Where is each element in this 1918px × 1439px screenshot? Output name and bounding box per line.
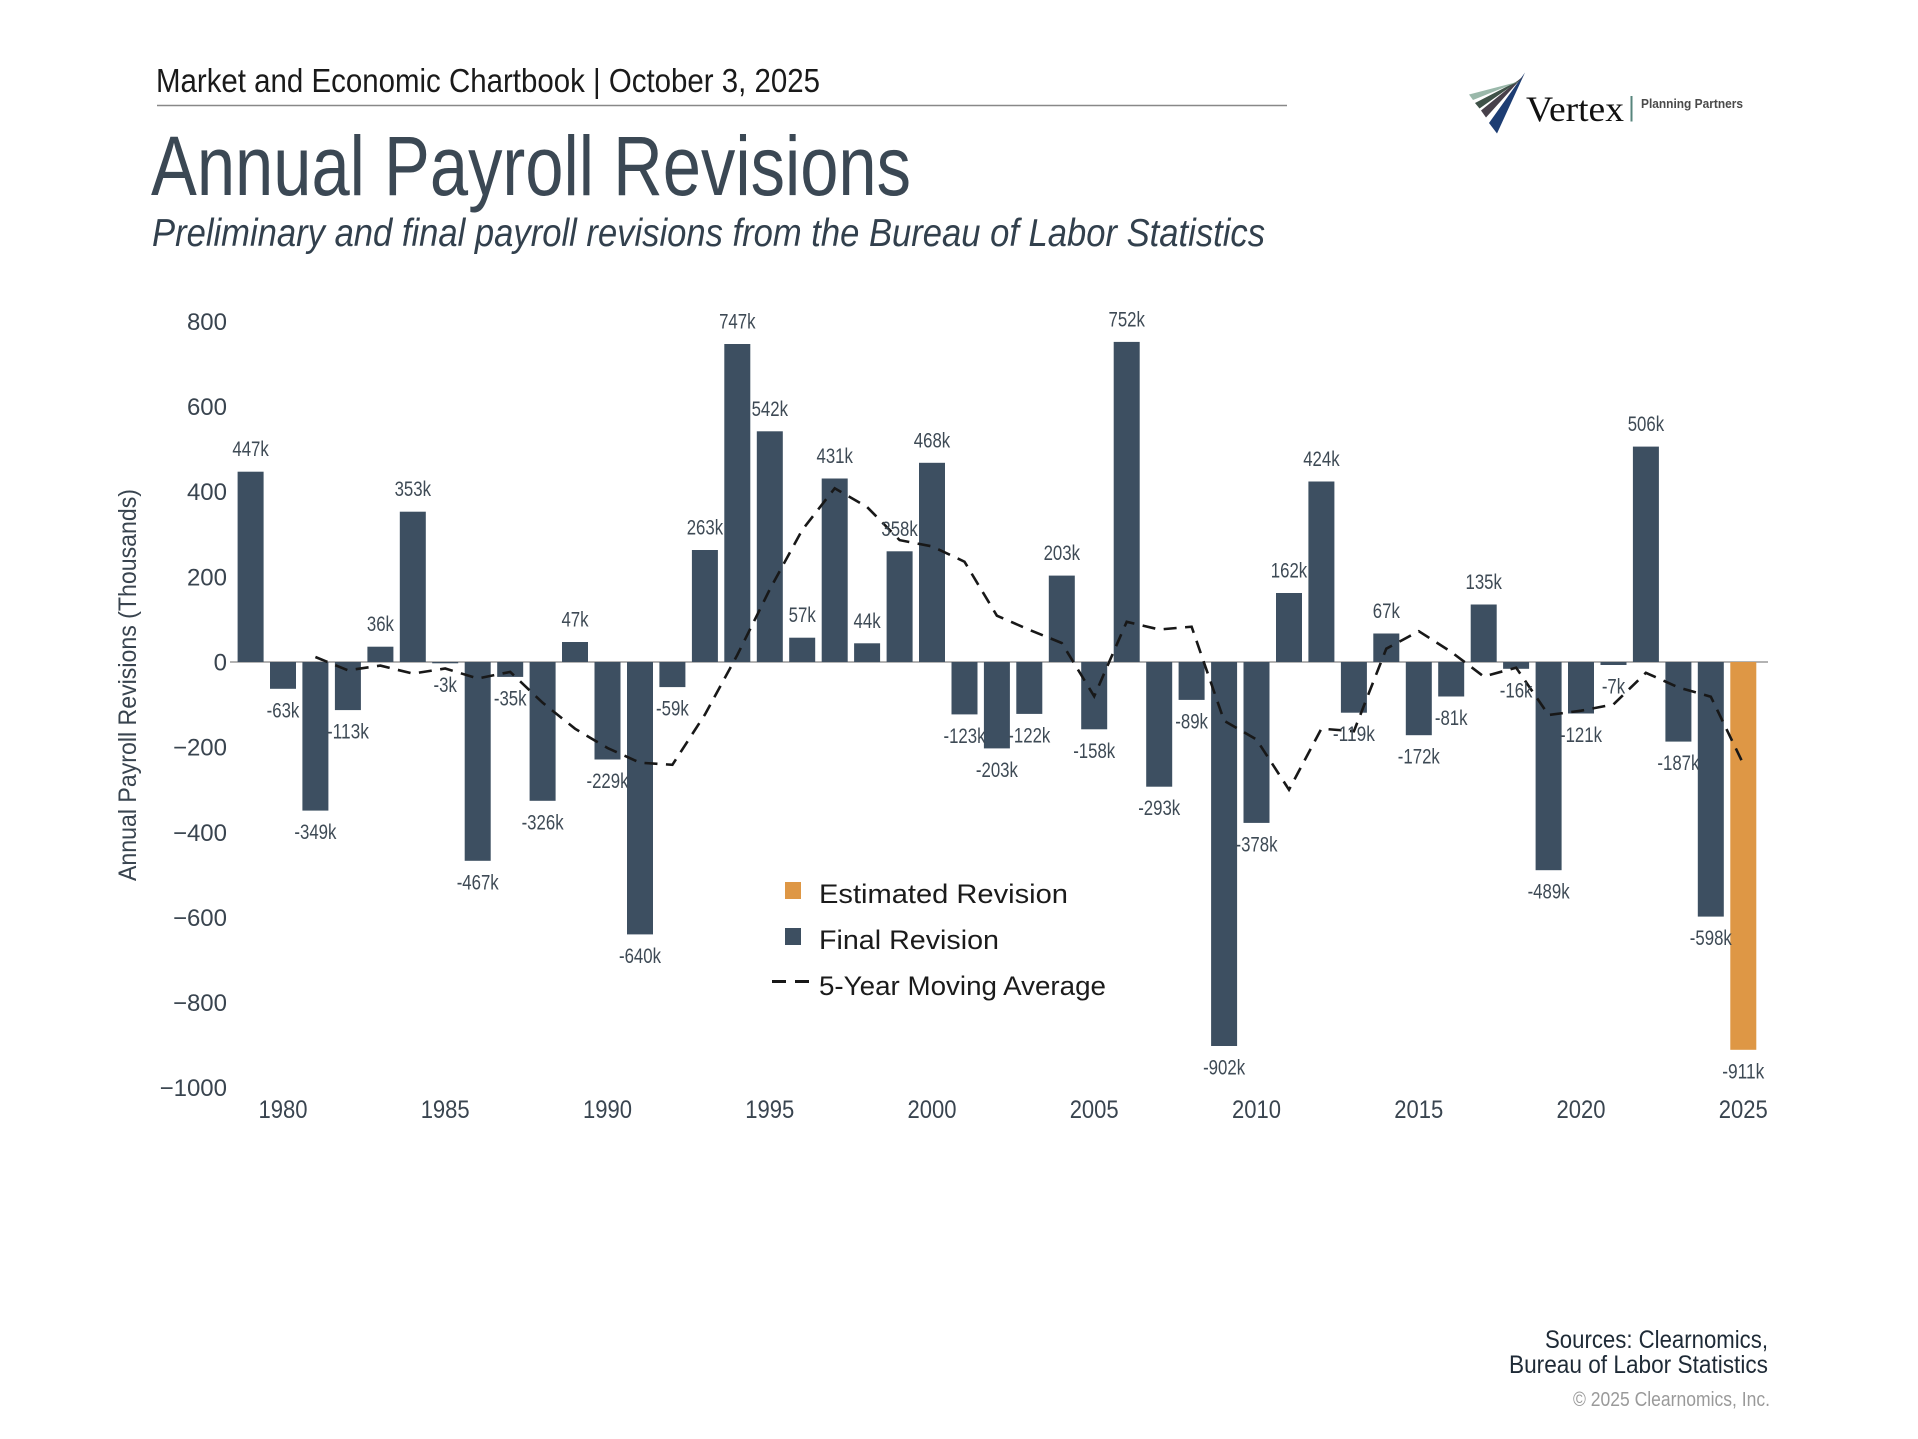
svg-text:162k: 162k xyxy=(1271,560,1308,583)
svg-text:2010: 2010 xyxy=(1232,1096,1281,1124)
svg-text:424k: 424k xyxy=(1303,448,1340,471)
svg-text:-203k: -203k xyxy=(976,759,1018,782)
svg-text:-122k: -122k xyxy=(1008,724,1050,747)
svg-text:−800: −800 xyxy=(173,990,227,1017)
svg-text:-640k: -640k xyxy=(619,945,661,968)
svg-text:-902k: -902k xyxy=(1203,1057,1245,1080)
svg-text:−200: −200 xyxy=(173,735,227,762)
svg-text:-16k: -16k xyxy=(1500,679,1533,702)
svg-text:0: 0 xyxy=(214,650,227,677)
svg-text:263k: 263k xyxy=(687,517,724,540)
svg-text:358k: 358k xyxy=(881,518,918,541)
svg-text:-3k: -3k xyxy=(434,674,458,697)
svg-text:-229k: -229k xyxy=(587,770,629,793)
svg-text:Bureau of Labor Statistics: Bureau of Labor Statistics xyxy=(1509,1351,1768,1379)
svg-text:67k: 67k xyxy=(1373,600,1400,623)
svg-text:-911k: -911k xyxy=(1722,1060,1764,1083)
svg-text:2005: 2005 xyxy=(1070,1096,1119,1124)
svg-text:600: 600 xyxy=(187,394,227,421)
svg-text:800: 800 xyxy=(187,309,227,336)
svg-text:−400: −400 xyxy=(173,820,227,847)
svg-text:Preliminary and final payroll: Preliminary and final payroll revisions … xyxy=(152,212,1265,255)
svg-text:747k: 747k xyxy=(719,311,756,334)
svg-text:-187k: -187k xyxy=(1657,752,1699,775)
svg-text:-467k: -467k xyxy=(457,871,499,894)
svg-text:Sources: Clearnomics,: Sources: Clearnomics, xyxy=(1545,1326,1768,1354)
svg-text:-378k: -378k xyxy=(1236,833,1278,856)
svg-text:-121k: -121k xyxy=(1560,724,1602,747)
svg-text:752k: 752k xyxy=(1109,308,1146,331)
svg-text:Final Revision: Final Revision xyxy=(819,925,999,955)
svg-text:-158k: -158k xyxy=(1073,740,1115,763)
svg-text:57k: 57k xyxy=(789,604,816,627)
svg-text:Annual Payroll Revisions (Thou: Annual Payroll Revisions (Thousands) xyxy=(114,489,142,881)
svg-text:200: 200 xyxy=(187,564,227,591)
svg-text:1985: 1985 xyxy=(421,1096,470,1124)
svg-text:-172k: -172k xyxy=(1398,746,1440,769)
svg-text:Vertex: Vertex xyxy=(1526,89,1624,129)
svg-text:-89k: -89k xyxy=(1175,710,1208,733)
svg-text:Market and Economic Chartbook: Market and Economic Chartbook | October … xyxy=(156,62,820,99)
svg-text:1995: 1995 xyxy=(745,1096,794,1124)
svg-text:-326k: -326k xyxy=(522,811,564,834)
svg-text:2025: 2025 xyxy=(1719,1096,1768,1124)
svg-text:-349k: -349k xyxy=(294,821,336,844)
svg-text:542k: 542k xyxy=(752,398,789,421)
svg-text:Planning Partners: Planning Partners xyxy=(1641,96,1743,111)
svg-text:-293k: -293k xyxy=(1138,797,1180,820)
svg-text:47k: 47k xyxy=(561,609,588,632)
svg-text:431k: 431k xyxy=(817,445,854,468)
svg-text:1980: 1980 xyxy=(259,1096,308,1124)
svg-text:2015: 2015 xyxy=(1394,1096,1443,1124)
svg-text:506k: 506k xyxy=(1628,413,1665,436)
svg-text:2020: 2020 xyxy=(1557,1096,1606,1124)
svg-text:203k: 203k xyxy=(1044,542,1081,565)
svg-text:© 2025 Clearnomics, Inc.: © 2025 Clearnomics, Inc. xyxy=(1573,1389,1770,1411)
svg-text:1990: 1990 xyxy=(583,1096,632,1124)
svg-text:353k: 353k xyxy=(395,478,432,501)
svg-text:447k: 447k xyxy=(232,438,269,461)
svg-text:-119k: -119k xyxy=(1333,723,1375,746)
svg-text:-123k: -123k xyxy=(944,725,986,748)
svg-text:−1000: −1000 xyxy=(160,1075,227,1102)
svg-text:135k: 135k xyxy=(1466,571,1503,594)
svg-text:468k: 468k xyxy=(914,429,951,452)
svg-text:36k: 36k xyxy=(367,613,394,636)
svg-text:-113k: -113k xyxy=(327,721,369,744)
svg-text:-7k: -7k xyxy=(1602,676,1626,699)
svg-text:400: 400 xyxy=(187,479,227,506)
svg-text:−600: −600 xyxy=(173,905,227,932)
svg-text:-489k: -489k xyxy=(1528,881,1570,904)
svg-text:-35k: -35k xyxy=(494,687,527,710)
svg-text:44k: 44k xyxy=(854,610,881,633)
svg-text:5-Year Moving Average: 5-Year Moving Average xyxy=(819,971,1106,1001)
svg-text:2000: 2000 xyxy=(908,1096,957,1124)
svg-text:Estimated Revision: Estimated Revision xyxy=(819,879,1068,909)
svg-text:-81k: -81k xyxy=(1435,707,1468,730)
svg-text:-63k: -63k xyxy=(267,699,300,722)
svg-text:-598k: -598k xyxy=(1690,927,1732,950)
svg-text:Annual Payroll Revisions: Annual Payroll Revisions xyxy=(151,119,911,213)
svg-text:-59k: -59k xyxy=(656,698,689,721)
